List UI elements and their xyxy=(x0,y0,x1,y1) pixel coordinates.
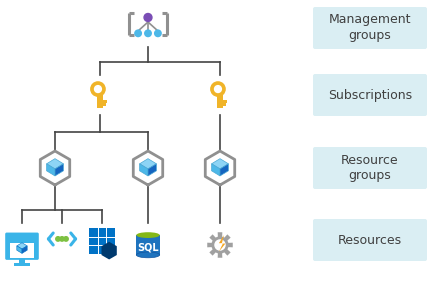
Bar xyxy=(10,243,34,259)
Polygon shape xyxy=(47,159,63,169)
Polygon shape xyxy=(219,235,226,252)
Text: Management
groups: Management groups xyxy=(329,13,411,42)
Bar xyxy=(103,100,107,103)
Circle shape xyxy=(91,82,105,96)
Ellipse shape xyxy=(136,252,160,258)
Circle shape xyxy=(211,82,225,96)
Polygon shape xyxy=(22,246,27,253)
Text: SQL: SQL xyxy=(137,243,159,253)
Polygon shape xyxy=(101,242,117,259)
Text: Subscriptions: Subscriptions xyxy=(328,89,412,101)
Bar xyxy=(136,235,160,255)
Circle shape xyxy=(144,13,152,21)
Polygon shape xyxy=(139,159,156,169)
Circle shape xyxy=(145,30,151,37)
FancyBboxPatch shape xyxy=(313,74,427,116)
Circle shape xyxy=(155,30,161,37)
Polygon shape xyxy=(139,164,148,176)
Circle shape xyxy=(64,237,68,241)
Circle shape xyxy=(56,237,60,241)
Circle shape xyxy=(214,86,221,92)
Bar xyxy=(89,228,115,254)
Polygon shape xyxy=(17,246,22,253)
Polygon shape xyxy=(207,232,233,258)
FancyBboxPatch shape xyxy=(313,219,427,261)
Bar xyxy=(14,263,30,266)
Text: Resources: Resources xyxy=(338,234,402,246)
Circle shape xyxy=(135,30,141,37)
Bar xyxy=(103,103,106,106)
Bar xyxy=(223,100,227,103)
Circle shape xyxy=(94,86,101,92)
Polygon shape xyxy=(148,164,156,176)
Bar xyxy=(217,93,223,108)
Bar xyxy=(223,103,226,106)
Polygon shape xyxy=(55,164,63,176)
Ellipse shape xyxy=(136,232,160,238)
Polygon shape xyxy=(220,164,229,176)
FancyBboxPatch shape xyxy=(5,233,39,260)
Circle shape xyxy=(215,240,225,250)
Bar xyxy=(97,93,103,108)
Polygon shape xyxy=(212,164,220,176)
FancyBboxPatch shape xyxy=(313,7,427,49)
Polygon shape xyxy=(212,159,229,169)
Circle shape xyxy=(60,237,64,241)
Bar xyxy=(19,257,25,264)
FancyBboxPatch shape xyxy=(313,147,427,189)
Polygon shape xyxy=(17,243,27,249)
Polygon shape xyxy=(47,164,55,176)
Text: Resource
groups: Resource groups xyxy=(341,153,399,182)
